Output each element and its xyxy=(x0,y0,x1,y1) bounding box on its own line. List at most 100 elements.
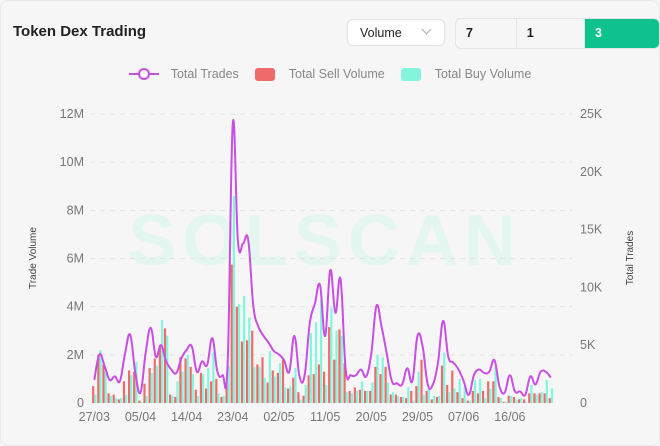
line-marker-icon xyxy=(128,68,159,80)
buy-bar xyxy=(155,365,159,403)
sell-bar xyxy=(384,366,387,403)
buy-bar xyxy=(381,357,384,403)
range-3-months[interactable]: 3 Months xyxy=(584,19,659,48)
buy-bar xyxy=(171,395,174,403)
buy-bar xyxy=(330,307,333,403)
buy-bar xyxy=(104,371,107,403)
buy-bar xyxy=(150,372,153,403)
sell-bar xyxy=(476,393,480,403)
sell-bar xyxy=(389,394,392,403)
buy-bar xyxy=(396,395,400,403)
sell-bar xyxy=(533,393,536,403)
sell-bar xyxy=(143,383,146,403)
buy-bar xyxy=(186,354,189,403)
range-1-month[interactable]: 1 Month xyxy=(517,19,585,48)
sell-bar xyxy=(420,359,423,403)
y-tick-label: 2M xyxy=(67,348,84,362)
y2-tick-label: 25K xyxy=(580,107,603,121)
sell-bar xyxy=(322,371,326,403)
x-tick-label: 23/04 xyxy=(217,410,248,424)
sell-bar xyxy=(363,390,367,403)
sell-bar xyxy=(276,372,279,403)
sell-swatch xyxy=(254,67,275,81)
sell-bar xyxy=(548,398,551,403)
buy-bar xyxy=(207,368,210,403)
sell-bar xyxy=(92,386,95,403)
buy-bar xyxy=(371,382,374,403)
watermark: SOLSCAN xyxy=(128,201,522,281)
sell-bar xyxy=(461,398,464,403)
sell-bar xyxy=(133,371,136,403)
x-tick-label: 02/05 xyxy=(263,410,294,424)
buy-bar xyxy=(304,384,307,403)
sell-bar xyxy=(117,399,120,403)
buy-bar xyxy=(514,399,518,403)
legend-buy[interactable]: Total Buy Volume xyxy=(400,67,532,81)
legend-sell[interactable]: Total Sell Volume xyxy=(254,67,385,81)
buy-bar xyxy=(504,401,507,403)
sell-bar xyxy=(122,381,126,403)
buy-bar xyxy=(253,366,256,403)
buy-bar xyxy=(509,395,513,403)
legend-buy-label: Total Buy Volume xyxy=(434,67,532,81)
sell-bar xyxy=(102,364,105,403)
sell-bar xyxy=(481,390,485,403)
sell-bar xyxy=(333,359,336,403)
legend-trades[interactable]: Total Trades xyxy=(128,67,239,81)
sell-bar xyxy=(440,365,444,403)
buy-bar xyxy=(479,378,482,403)
buy-bar xyxy=(273,376,277,403)
sell-bar xyxy=(538,393,541,403)
y-tick-label: 6M xyxy=(67,252,84,266)
buy-bar xyxy=(202,374,205,403)
sell-bar xyxy=(348,390,351,403)
x-tick-label: 29/05 xyxy=(402,410,433,424)
buy-bar xyxy=(499,398,502,403)
sell-bar xyxy=(328,327,331,403)
buy-bar xyxy=(540,392,543,403)
buy-bar xyxy=(376,354,379,403)
x-tick-label: 16/06 xyxy=(494,410,525,424)
sell-bar xyxy=(497,396,500,403)
sell-bar xyxy=(220,396,223,403)
sell-bar xyxy=(138,400,141,403)
sell-bar xyxy=(487,381,490,403)
buy-bar xyxy=(340,335,343,403)
buy-bar xyxy=(427,388,430,403)
sell-bar xyxy=(466,400,469,403)
buy-bar xyxy=(99,350,102,403)
y2-tick-label: 20K xyxy=(580,165,603,179)
buy-bar xyxy=(166,335,169,403)
sell-bar xyxy=(399,396,403,403)
buy-bar xyxy=(443,352,446,403)
metric-select[interactable]: Volume xyxy=(347,19,445,46)
sell-bar xyxy=(435,396,439,403)
sell-bar xyxy=(107,393,110,403)
buy-bar xyxy=(350,393,353,403)
buy-swatch xyxy=(400,67,421,81)
x-tick-label: 05/04 xyxy=(125,410,156,424)
buy-bar xyxy=(278,363,282,403)
buy-bar xyxy=(550,388,554,403)
x-tick-label: 20/05 xyxy=(356,410,387,424)
buy-bar xyxy=(525,401,528,403)
x-tick-label: 27/03 xyxy=(79,410,110,424)
sell-bar xyxy=(507,395,510,403)
sell-bar xyxy=(374,366,377,403)
sell-bar xyxy=(317,364,321,403)
buy-bar xyxy=(284,387,287,403)
sell-bar xyxy=(184,358,187,403)
y2-tick-label: 10K xyxy=(580,280,603,294)
range-7-days[interactable]: 7 Days xyxy=(456,19,517,48)
sell-bar xyxy=(338,329,341,403)
buy-bar xyxy=(535,394,538,403)
buy-bar xyxy=(181,371,184,403)
buy-bar xyxy=(217,393,220,403)
sell-bar xyxy=(430,399,433,403)
buy-bar xyxy=(458,378,461,403)
buy-bar xyxy=(545,380,548,403)
y-axis-title: Trade Volume xyxy=(28,227,39,289)
sell-bar xyxy=(112,394,115,403)
buy-bar xyxy=(402,396,405,403)
